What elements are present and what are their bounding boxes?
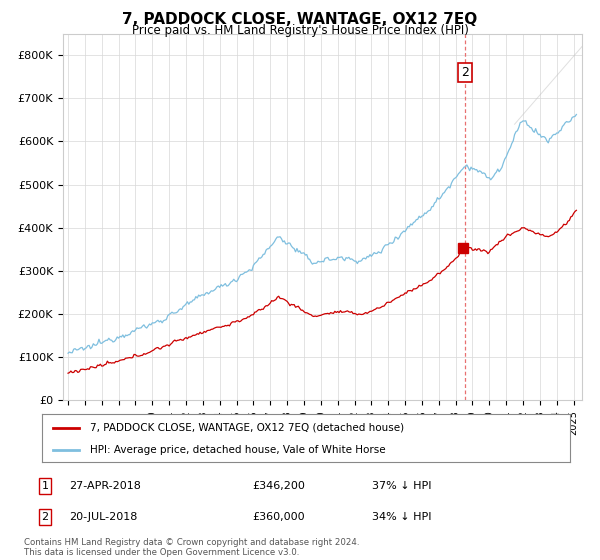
- Text: 20-JUL-2018: 20-JUL-2018: [69, 512, 137, 522]
- Text: 37% ↓ HPI: 37% ↓ HPI: [372, 481, 431, 491]
- Text: 2: 2: [41, 512, 49, 522]
- Text: £346,200: £346,200: [252, 481, 305, 491]
- Text: £360,000: £360,000: [252, 512, 305, 522]
- Text: 7, PADDOCK CLOSE, WANTAGE, OX12 7EQ: 7, PADDOCK CLOSE, WANTAGE, OX12 7EQ: [122, 12, 478, 27]
- Text: 7, PADDOCK CLOSE, WANTAGE, OX12 7EQ (detached house): 7, PADDOCK CLOSE, WANTAGE, OX12 7EQ (det…: [89, 423, 404, 433]
- Text: Contains HM Land Registry data © Crown copyright and database right 2024.
This d: Contains HM Land Registry data © Crown c…: [24, 538, 359, 557]
- Text: 2: 2: [461, 66, 469, 79]
- Text: 27-APR-2018: 27-APR-2018: [69, 481, 141, 491]
- Text: Price paid vs. HM Land Registry's House Price Index (HPI): Price paid vs. HM Land Registry's House …: [131, 24, 469, 37]
- Text: HPI: Average price, detached house, Vale of White Horse: HPI: Average price, detached house, Vale…: [89, 445, 385, 455]
- Text: 1: 1: [41, 481, 49, 491]
- Text: 34% ↓ HPI: 34% ↓ HPI: [372, 512, 431, 522]
